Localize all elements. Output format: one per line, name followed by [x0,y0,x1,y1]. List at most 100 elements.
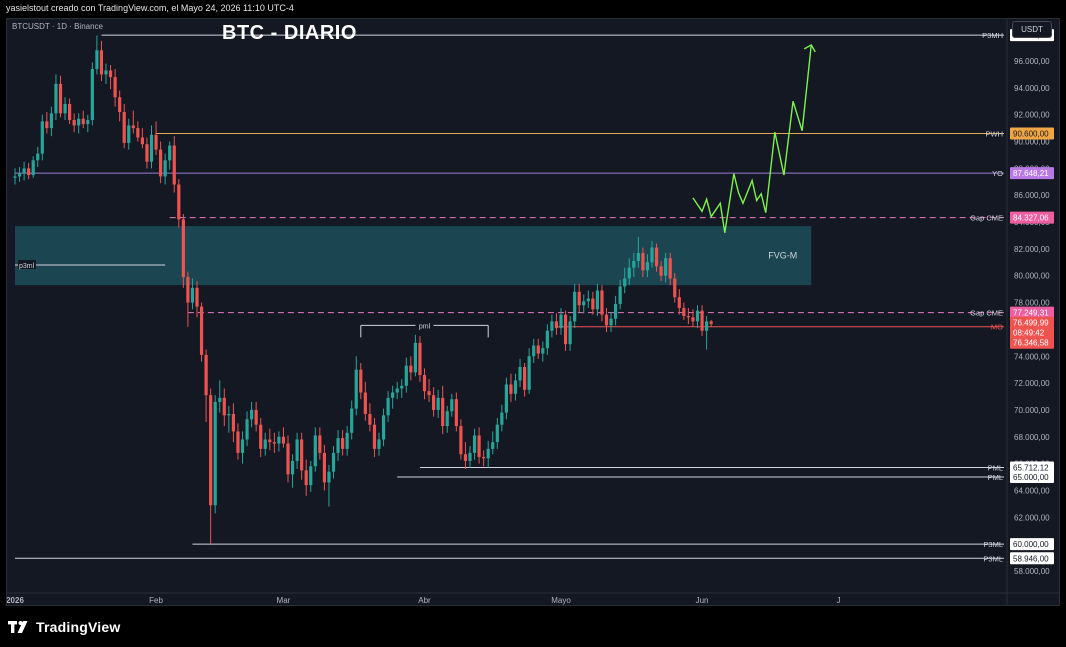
candle [372,418,377,457]
candle [609,311,613,333]
candle [149,125,154,169]
candle-body [700,310,704,331]
candle-body [554,321,559,329]
candle-body [386,397,390,416]
candle [181,214,185,288]
candle [309,460,313,492]
level-price-tag [1010,552,1054,565]
candle-body [95,50,99,70]
candle [368,403,372,432]
candle-body [709,321,713,325]
candle-body [131,125,135,129]
level-label-gap-cme: Gap CME [970,214,1003,223]
price-tick-label: 64.000,00 [1014,486,1050,495]
candle-body [486,448,490,459]
candle [341,430,345,456]
candle-body [673,278,677,298]
time-tick-label: Jun [696,596,709,605]
candle-body [491,442,495,449]
candle [254,401,258,432]
candle-body [609,318,613,326]
candle [577,283,581,312]
projection-path [692,44,812,233]
candle-body [108,70,113,78]
candle-body [582,301,586,306]
candle [445,405,449,433]
level-price-tag [1010,306,1054,319]
candle [573,283,577,329]
candle [245,411,249,447]
candle-body [281,436,286,444]
candle [17,167,22,182]
candle [477,427,481,464]
candle-body [250,409,254,420]
candle [322,444,326,491]
candle-body [149,134,154,162]
candle-body [81,118,85,125]
candle-body [300,439,304,471]
candle [482,450,486,467]
candle-body [236,431,240,453]
price-chart[interactable]: FVG-M p3ml pml 58.000,00 60.000,00 62.000,00 6… [7,19,1059,605]
candle-body [409,365,413,373]
level-label-yo: YO [992,169,1003,178]
candle [359,362,363,400]
candle-body [445,411,449,427]
chart-panel[interactable]: FVG-M p3ml pml 58.000,00 60.000,00 62.000,00 6… [6,18,1060,606]
candle [650,240,654,268]
candle [77,113,81,134]
candle [668,252,672,286]
candle-body [573,291,577,322]
candle [286,435,290,483]
level-price-tag-text: 87.648,21 [1013,169,1049,178]
candle-body [118,97,122,112]
price-tick-label: 62.000,00 [1014,513,1050,522]
candle [591,291,595,315]
candle [513,373,518,401]
currency-button[interactable]: USDT [1012,21,1052,38]
candle-body [500,412,504,425]
candle [395,381,399,400]
candle [523,362,527,397]
candle-body [659,266,663,276]
candle [586,290,590,308]
candle [436,389,440,418]
candle-body [600,290,604,315]
candle [195,281,199,318]
tradingview-logo-icon [8,621,28,633]
current-price-text: 76.499,99 [1013,319,1049,328]
candle-body [468,452,472,461]
candle-body [295,439,299,461]
candle [145,137,149,169]
candle [127,118,131,150]
candle [40,114,44,161]
candle [404,357,408,393]
candle-body [682,307,686,316]
candle-body [541,348,545,354]
candle-body [327,471,331,483]
price-tick-label: 68.000,00 [1014,433,1050,442]
candle-body [668,258,672,279]
candle-body [395,388,399,393]
level-price-tag-text: 65.000,00 [1013,473,1049,482]
candle-body [381,415,386,440]
candle-body [259,424,263,449]
candle [172,136,176,193]
candle [331,446,336,479]
projection-arrowhead [803,43,816,53]
candle [72,113,76,133]
level-label-p3ml: P3ML [983,540,1003,549]
candle-body [286,443,290,475]
price-tick-label: 90.000,00 [1014,138,1050,147]
price-tick-label: 94.000,00 [1014,84,1050,93]
candle-body [436,397,440,410]
candle-body [563,314,568,345]
candle-body [272,442,276,444]
countdown-text: 08:49:42 [1013,329,1045,338]
tradingview-brand[interactable]: TradingView [8,619,120,635]
candle-body [331,452,336,472]
candle [327,464,331,507]
candle-body [523,367,527,390]
candle-body [459,426,463,455]
